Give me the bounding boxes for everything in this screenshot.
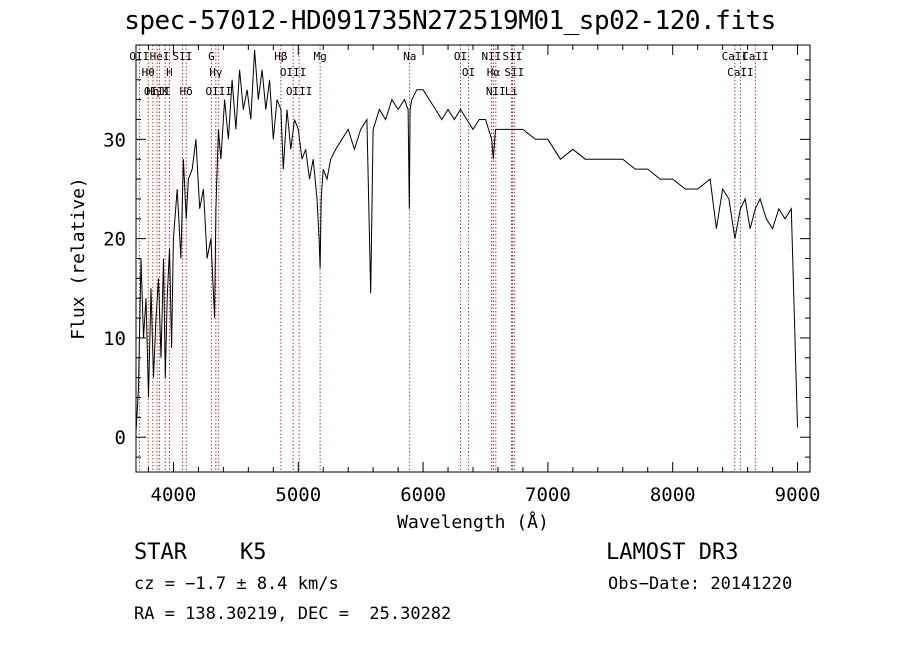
observation-date: Obs−Date: 20141220: [608, 574, 793, 594]
y-tick-label: 30: [103, 129, 126, 151]
line-marker-label: OI: [462, 66, 475, 79]
spectrum-line: [135, 49, 798, 433]
line-marker-label: SII: [172, 50, 192, 63]
x-tick-label: 8000: [650, 484, 696, 506]
line-markers: [138, 45, 756, 472]
line-marker-label: SII: [503, 50, 523, 63]
line-marker-label: Hα: [487, 66, 501, 79]
line-marker-label: HeI: [150, 50, 170, 63]
line-marker-label: Hθ: [142, 66, 155, 79]
line-marker-labels: OIIHθHηOIIIHeIKHSIIHδGHγOIIIHβOIIIOIIIMg…: [129, 50, 768, 98]
line-marker-label: OI: [454, 50, 467, 63]
line-marker-label: K: [162, 85, 169, 98]
x-tick-label: 5000: [275, 484, 321, 506]
line-marker-label: OIII: [206, 85, 233, 98]
line-marker-label: OII: [129, 50, 149, 63]
y-tick-label: 10: [103, 328, 126, 350]
object-subclass: K5: [240, 540, 267, 565]
line-marker-label: Li: [505, 85, 518, 98]
line-marker-label: Hη: [146, 85, 159, 98]
y-tick-label: 0: [115, 427, 126, 449]
survey-name: LAMOST DR3: [606, 540, 739, 565]
redshift-cz: cz = −1.7 ± 8.4 km/s: [134, 574, 339, 594]
line-marker-label: NII: [486, 85, 506, 98]
y-axis-ticks: 0 10 20 30: [103, 59, 810, 458]
line-marker-label: OIII: [144, 85, 171, 98]
line-marker-label: Mg: [313, 50, 326, 63]
y-axis-label: Flux (relative): [68, 177, 89, 340]
line-marker-label: OIII: [286, 85, 313, 98]
line-marker-label: SII: [504, 66, 524, 79]
coordinates: RA = 138.30219, DEC = 25.30282: [134, 604, 452, 624]
line-marker-label: Hδ: [180, 85, 193, 98]
x-tick-label: 6000: [400, 484, 446, 506]
line-marker-label: CaII: [722, 50, 749, 63]
line-marker-label: G: [208, 50, 215, 63]
x-axis-ticks: 4000 5000 6000 7000 8000 9000: [147, 45, 821, 506]
x-axis-label: Wavelength (Å): [397, 511, 549, 533]
line-marker-label: NII: [482, 50, 502, 63]
x-tick-label: 4000: [151, 484, 197, 506]
line-marker-label: OIII: [280, 66, 307, 79]
x-tick-label: 7000: [525, 484, 571, 506]
y-tick-label: 20: [103, 229, 126, 251]
line-marker-label: CaII: [742, 50, 769, 63]
line-marker-label: H: [166, 66, 173, 79]
x-tick-label: 9000: [775, 484, 821, 506]
object-class: STAR: [134, 540, 187, 565]
line-marker-label: Hβ: [274, 50, 288, 63]
line-marker-label: CaII: [727, 66, 754, 79]
chart-title: spec-57012-HD091735N272519M01_sp02-120.f…: [124, 6, 776, 36]
line-marker-label: Hγ: [209, 66, 223, 79]
line-marker-label: Na: [403, 50, 416, 63]
